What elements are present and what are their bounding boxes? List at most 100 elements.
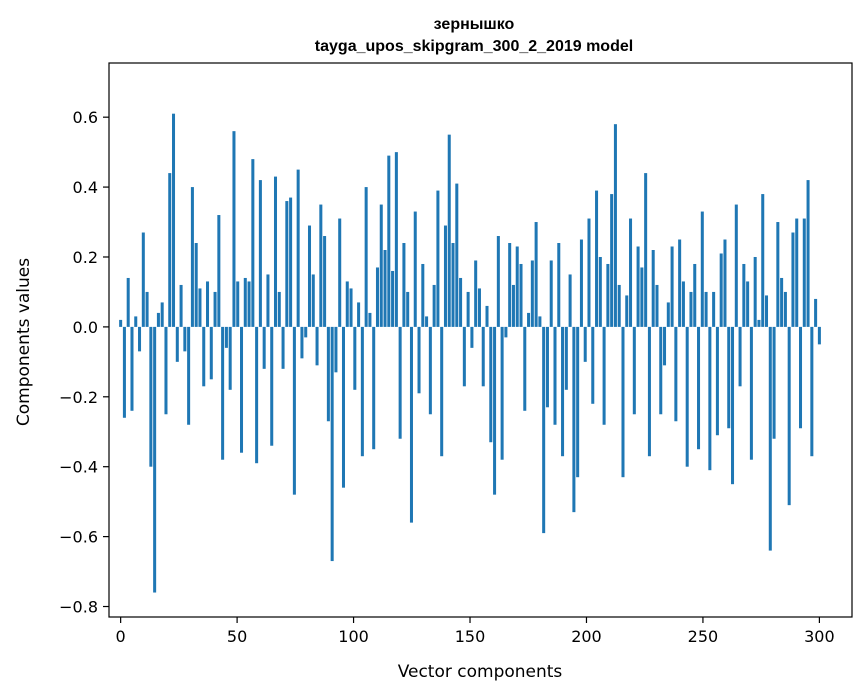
y-tick-label: 0.4 (73, 178, 98, 197)
bar (292, 326, 296, 495)
bar (738, 326, 742, 387)
bar (655, 284, 659, 327)
bar (561, 326, 565, 457)
bar (470, 326, 474, 348)
bar (625, 295, 629, 327)
bar (674, 326, 678, 422)
bar (304, 326, 308, 338)
bar (300, 326, 304, 359)
bar (700, 211, 704, 327)
bar (258, 180, 262, 327)
bar (493, 326, 497, 495)
x-tick-label: 150 (455, 627, 486, 646)
bar (564, 326, 568, 390)
bar (504, 326, 508, 338)
bar (273, 176, 278, 327)
bar (153, 326, 157, 593)
bar (666, 302, 670, 327)
bar (202, 326, 206, 387)
bar (455, 183, 459, 327)
bar (678, 239, 682, 327)
bar (364, 187, 368, 327)
bar (776, 222, 780, 327)
bar (156, 312, 160, 327)
bar (160, 302, 164, 327)
bar (806, 180, 810, 327)
bar (149, 326, 153, 467)
bar (383, 250, 387, 327)
bar (436, 190, 440, 327)
bar (542, 326, 546, 534)
bar (375, 267, 379, 327)
bars-group (119, 113, 821, 593)
x-tick-label: 250 (688, 627, 719, 646)
bar (175, 326, 179, 362)
bar (527, 312, 531, 327)
bar (198, 288, 202, 327)
bar (783, 291, 787, 327)
bar (209, 326, 213, 380)
bar (734, 204, 738, 327)
bar (357, 302, 361, 327)
bar (697, 326, 701, 450)
bar (372, 326, 376, 450)
bar (421, 263, 425, 327)
bar (122, 326, 126, 418)
bar (659, 326, 663, 415)
bar (285, 201, 289, 327)
bar (213, 291, 217, 327)
bar (179, 284, 183, 327)
bar (772, 326, 776, 439)
bar (277, 291, 281, 327)
bar (194, 243, 198, 327)
bar (613, 124, 617, 327)
bar (138, 326, 142, 352)
plot-frame (108, 62, 853, 618)
bar (508, 243, 512, 327)
bar (394, 152, 398, 327)
bar (538, 316, 542, 327)
bar (742, 263, 746, 327)
y-axis-label: Components values (14, 258, 34, 426)
bar (349, 288, 353, 327)
bar (723, 239, 727, 327)
bar (402, 243, 406, 327)
bar (341, 326, 345, 488)
y-tick-label: −0.2 (59, 388, 98, 407)
bar (708, 326, 712, 471)
bar (334, 326, 338, 373)
y-tick-label: −0.8 (59, 598, 98, 617)
bar (644, 173, 648, 327)
bar (134, 316, 138, 327)
bar (187, 326, 191, 425)
x-axis-ticks: 0 50 100 150 200 250 300 (116, 617, 835, 646)
bar (311, 274, 315, 327)
bar (425, 316, 429, 327)
bar (802, 218, 806, 327)
bar (647, 326, 651, 457)
bar (270, 326, 274, 446)
bar (315, 326, 319, 366)
bar (576, 326, 580, 478)
bar (240, 326, 244, 453)
bar (587, 218, 591, 327)
y-tick-label: 0.6 (73, 108, 98, 127)
bar (481, 326, 485, 387)
bar (489, 326, 493, 443)
bar (610, 194, 614, 327)
bar (595, 190, 599, 327)
x-tick-label: 200 (571, 627, 602, 646)
bar (553, 326, 557, 425)
bar (360, 326, 364, 457)
y-tick-label: −0.6 (59, 528, 98, 547)
bar (281, 326, 285, 369)
bar (530, 260, 534, 327)
bar (296, 169, 300, 327)
bar (704, 291, 708, 327)
bar (440, 326, 444, 457)
bar (409, 326, 413, 523)
y-tick-label: 0.0 (73, 318, 98, 337)
bar (632, 326, 636, 415)
bar (727, 326, 731, 429)
bar (602, 326, 606, 425)
